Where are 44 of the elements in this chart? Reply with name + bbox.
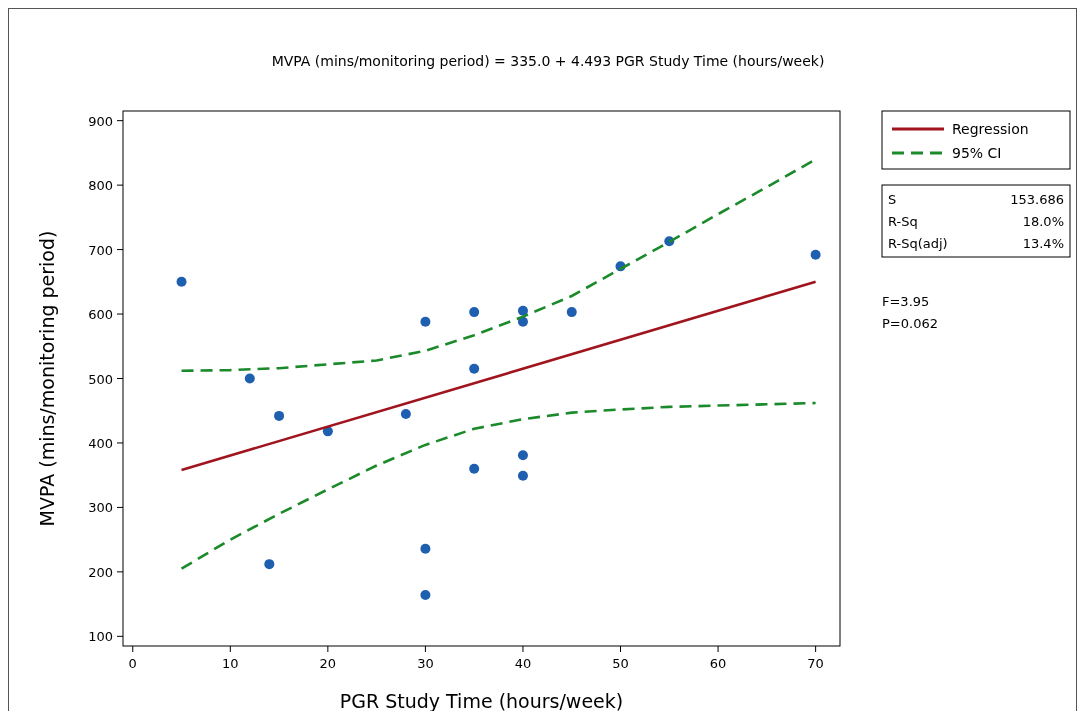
point bbox=[400, 408, 411, 419]
point bbox=[420, 316, 431, 327]
x-tick-label: 60 bbox=[709, 656, 727, 671]
legend-label: Regression bbox=[952, 121, 1029, 137]
point bbox=[517, 316, 528, 327]
y-tick-label: 600 bbox=[88, 307, 113, 323]
point bbox=[176, 276, 187, 287]
y-tick-label: 700 bbox=[88, 242, 113, 258]
y-tick-label: 500 bbox=[88, 371, 113, 387]
y-tick-label: 300 bbox=[88, 500, 113, 516]
point bbox=[420, 590, 431, 601]
x-tick-label: 20 bbox=[319, 656, 337, 671]
point bbox=[244, 373, 255, 384]
x-tick-label: 40 bbox=[514, 656, 532, 671]
x-tick-label: 50 bbox=[612, 656, 629, 671]
point bbox=[566, 307, 577, 318]
text: R-Sq 18.0% bbox=[888, 214, 1064, 229]
point bbox=[517, 450, 528, 461]
x-tick-label: 70 bbox=[807, 656, 824, 671]
point bbox=[274, 410, 285, 421]
y-tick-label: 100 bbox=[88, 629, 113, 645]
chart-title: MVPA (mins/monitoring period) = 335.0 + 4.493 PGR Study Time (hours/week) bbox=[271, 53, 825, 69]
x-tick-label: 0 bbox=[128, 656, 137, 671]
point bbox=[810, 249, 821, 260]
x-tick-label: 10 bbox=[222, 656, 239, 671]
text: P=0.062 bbox=[882, 316, 938, 331]
x-tick-label: 30 bbox=[417, 656, 434, 671]
point bbox=[517, 305, 528, 316]
point bbox=[264, 559, 275, 570]
text: S 153.686 bbox=[888, 192, 1064, 207]
point bbox=[469, 307, 480, 318]
legend-label: 95% CI bbox=[952, 145, 1002, 161]
y-tick-label: 200 bbox=[88, 564, 113, 580]
point bbox=[469, 363, 480, 374]
y-tick-label: 900 bbox=[88, 113, 113, 129]
text: R-Sq(adj) 13.4% bbox=[888, 236, 1064, 251]
point bbox=[517, 470, 528, 481]
y-tick-label: 800 bbox=[88, 178, 113, 194]
y-tick-label: 400 bbox=[88, 435, 113, 451]
text: F=3.95 bbox=[882, 294, 930, 309]
y-axis-title: MVPA (mins/monitoring period) bbox=[36, 230, 58, 527]
point bbox=[420, 543, 431, 554]
line-series bbox=[180, 401, 817, 570]
point bbox=[469, 463, 480, 474]
